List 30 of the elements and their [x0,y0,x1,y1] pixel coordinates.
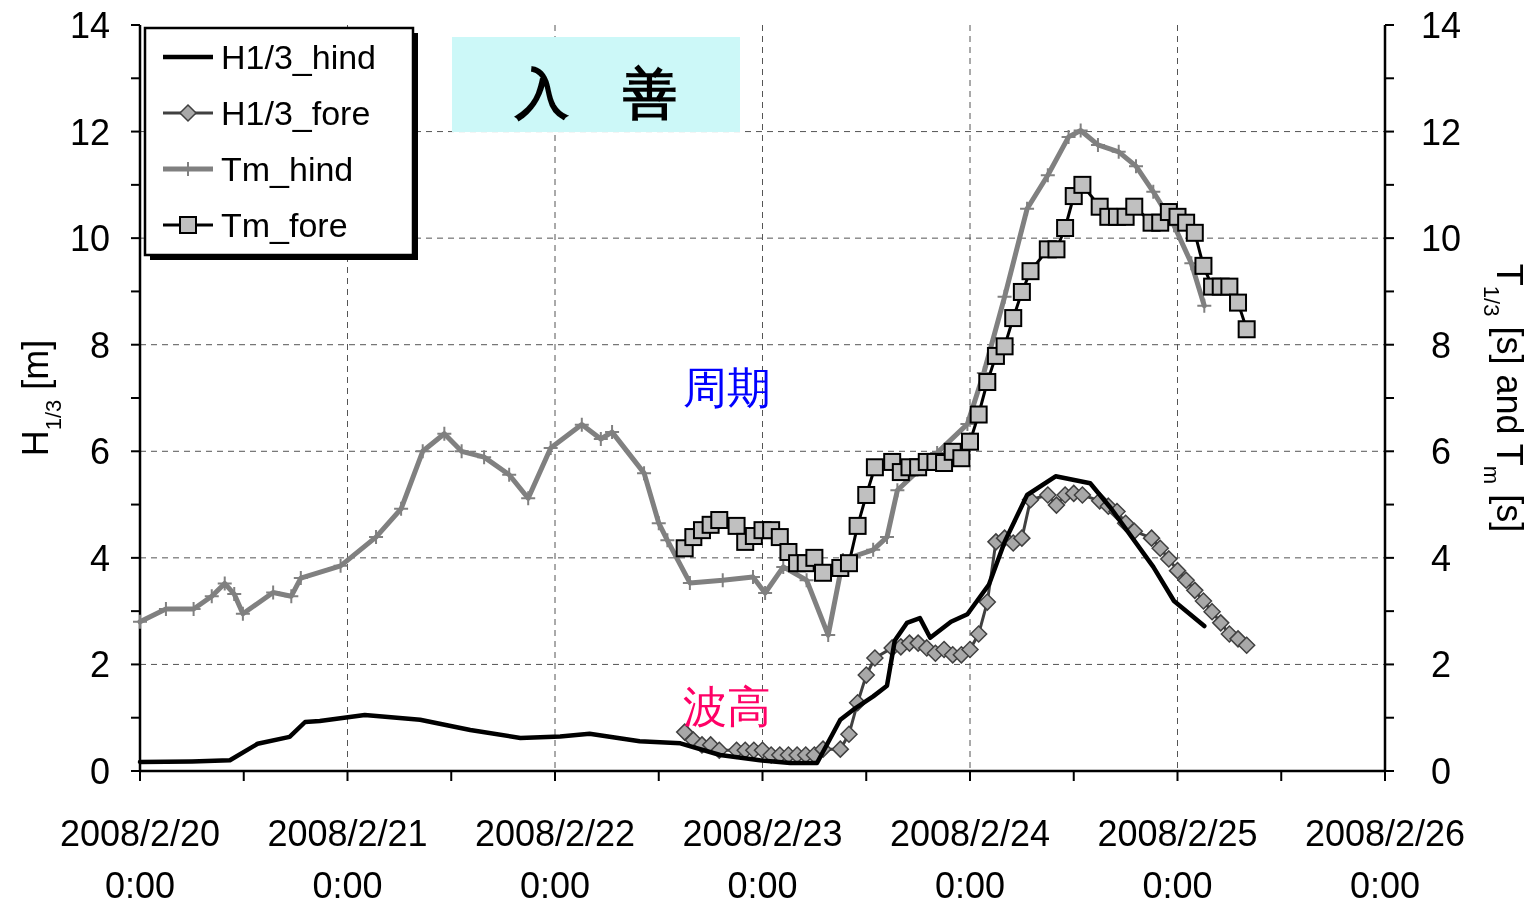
y-tick-label: 4 [89,537,110,579]
y2-tick-label: 0 [1430,751,1452,792]
y-tick-label: 2 [89,644,110,686]
y2-tick-label: 4 [1430,537,1452,579]
legend-label: Tm_hind [221,150,354,188]
y-tick-label: 0 [89,751,110,792]
y2-tick-label: 14 [1420,5,1462,46]
legend-label: Tm_fore [221,206,348,244]
y-tick-label: 6 [89,431,110,473]
y-tick-label: 10 [69,218,110,260]
legend-label: H1/3_hind [221,38,377,76]
y-tick-label: 12 [69,111,110,153]
y2-tick-label: 8 [1430,324,1452,366]
x-tick-label: 2008/2/25 0:00 [1097,813,1258,906]
x-tick-label: 2008/2/21 0:00 [267,813,428,906]
legend-label: H1/3_fore [221,94,371,132]
x-tick-label: 2008/2/24 0:00 [889,813,1051,906]
x-tick-label: 2008/2/26 0:00 [1304,813,1466,906]
y2-tick-label: 12 [1420,111,1462,153]
annotation: 波高 [683,681,771,732]
y2-tick-label: 2 [1430,644,1452,686]
y2-tick-label: 10 [1420,218,1462,260]
y2-tick-label: 6 [1430,431,1452,473]
x-tick-label: 2008/2/23 0:00 [682,813,843,906]
y-tick-label: 8 [89,324,110,366]
text: 入 善 [513,62,677,125]
x-tick-label: 2008/2/20 0:00 [59,813,221,906]
x-tick-label: 2008/2/22 0:00 [474,813,636,906]
y-tick-label: 14 [69,5,110,46]
annotation: 周期 [683,362,771,413]
